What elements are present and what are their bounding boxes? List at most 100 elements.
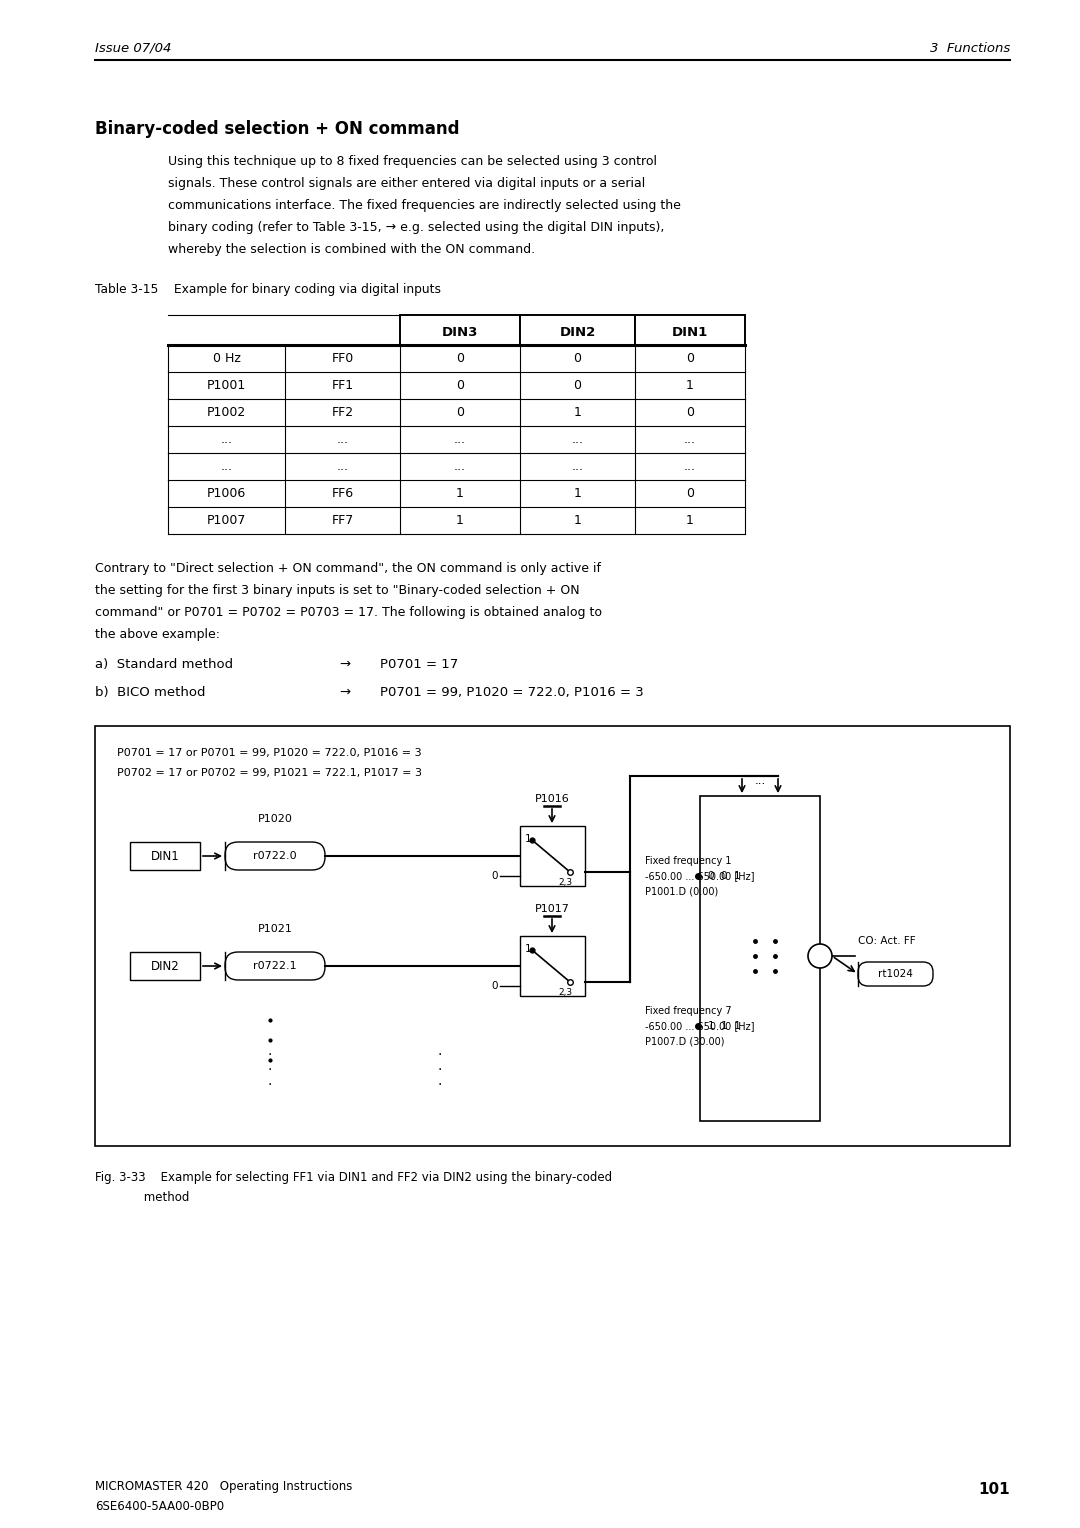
FancyBboxPatch shape <box>225 952 325 979</box>
Text: Table 3-15    Example for binary coding via digital inputs: Table 3-15 Example for binary coding via… <box>95 283 441 296</box>
Text: 1: 1 <box>525 944 531 953</box>
Text: r0722.1: r0722.1 <box>253 961 297 970</box>
Text: b)  BICO method: b) BICO method <box>95 686 205 698</box>
Text: FF1: FF1 <box>332 379 353 393</box>
Text: 0: 0 <box>573 351 581 365</box>
Text: ...: ... <box>454 432 465 446</box>
Text: rt1024: rt1024 <box>878 969 913 979</box>
Text: ...: ... <box>754 775 766 787</box>
Text: P1002: P1002 <box>207 406 246 419</box>
Text: ...: ... <box>337 432 349 446</box>
Text: .: . <box>268 1059 272 1073</box>
Text: P0701 = 17 or P0701 = 99, P1020 = 722.0, P1016 = 3: P0701 = 17 or P0701 = 99, P1020 = 722.0,… <box>117 749 421 758</box>
Text: 1: 1 <box>525 834 531 843</box>
Text: the above example:: the above example: <box>95 628 220 642</box>
Text: .: . <box>268 1044 272 1057</box>
Text: 0: 0 <box>686 351 694 365</box>
Text: 0: 0 <box>491 871 498 882</box>
Text: FF7: FF7 <box>332 513 353 527</box>
Text: 1: 1 <box>686 513 694 527</box>
Text: FF6: FF6 <box>332 487 353 500</box>
FancyBboxPatch shape <box>225 842 325 869</box>
Text: P1017: P1017 <box>535 905 569 914</box>
Text: P1006: P1006 <box>207 487 246 500</box>
Text: a)  Standard method: a) Standard method <box>95 659 233 671</box>
Text: Fig. 3-33    Example for selecting FF1 via DIN1 and FF2 via DIN2 using the binar: Fig. 3-33 Example for selecting FF1 via … <box>95 1170 612 1184</box>
Bar <box>519 827 585 886</box>
Bar <box>519 315 635 345</box>
Text: command" or P0701 = P0702 = P0703 = 17. The following is obtained analog to: command" or P0701 = P0702 = P0703 = 17. … <box>95 607 602 619</box>
Text: P0701 = 17: P0701 = 17 <box>380 659 458 671</box>
Text: Fixed frequency 7: Fixed frequency 7 <box>645 1005 731 1016</box>
Text: 1: 1 <box>573 406 581 419</box>
Text: DIN1: DIN1 <box>672 325 708 339</box>
Text: 1: 1 <box>456 487 464 500</box>
Text: method: method <box>95 1190 189 1204</box>
Text: .: . <box>437 1044 442 1057</box>
Text: the setting for the first 3 binary inputs is set to "Binary-coded selection + ON: the setting for the first 3 binary input… <box>95 584 580 597</box>
Text: 0 Hz: 0 Hz <box>213 351 241 365</box>
Bar <box>700 796 820 1122</box>
Text: 1: 1 <box>456 513 464 527</box>
Text: ...: ... <box>684 432 696 446</box>
Text: FF0: FF0 <box>332 351 353 365</box>
Text: ...: ... <box>337 460 349 474</box>
Text: 0: 0 <box>456 379 464 393</box>
Text: P1020: P1020 <box>257 814 293 824</box>
Text: CO: Act. FF: CO: Act. FF <box>858 937 916 946</box>
Text: Contrary to "Direct selection + ON command", the ON command is only active if: Contrary to "Direct selection + ON comma… <box>95 562 600 575</box>
Text: Fixed frequency 1: Fixed frequency 1 <box>645 856 731 866</box>
Text: -650.00 ... 650.00 [Hz]: -650.00 ... 650.00 [Hz] <box>645 871 755 882</box>
Text: 1: 1 <box>573 513 581 527</box>
Text: DIN1: DIN1 <box>150 850 179 862</box>
Text: 0: 0 <box>456 406 464 419</box>
Text: P0701 = 99, P1020 = 722.0, P1016 = 3: P0701 = 99, P1020 = 722.0, P1016 = 3 <box>380 686 644 698</box>
Text: 0: 0 <box>686 406 694 419</box>
Text: .: . <box>268 1074 272 1088</box>
Bar <box>635 315 745 345</box>
Text: ...: ... <box>220 432 232 446</box>
Text: Binary-coded selection + ON command: Binary-coded selection + ON command <box>95 121 459 138</box>
Text: P1016: P1016 <box>535 795 569 804</box>
Text: .: . <box>437 1074 442 1088</box>
Text: binary coding (refer to Table 3-15, → e.g. selected using the digital DIN inputs: binary coding (refer to Table 3-15, → e.… <box>168 222 664 234</box>
Text: P1001: P1001 <box>207 379 246 393</box>
Text: communications interface. The fixed frequencies are indirectly selected using th: communications interface. The fixed freq… <box>168 199 680 212</box>
Text: Issue 07/04: Issue 07/04 <box>95 41 172 55</box>
Text: P1007: P1007 <box>206 513 246 527</box>
Text: 0: 0 <box>573 379 581 393</box>
Text: 1  1  1: 1 1 1 <box>708 1021 741 1031</box>
Text: MICROMASTER 420   Operating Instructions: MICROMASTER 420 Operating Instructions <box>95 1481 352 1493</box>
Text: DIN2: DIN2 <box>150 960 179 972</box>
Text: →: → <box>339 659 351 671</box>
Text: ...: ... <box>571 460 583 474</box>
Text: ...: ... <box>454 460 465 474</box>
Text: P0702 = 17 or P0702 = 99, P1021 = 722.1, P1017 = 3: P0702 = 17 or P0702 = 99, P1021 = 722.1,… <box>117 769 422 778</box>
Text: ...: ... <box>684 460 696 474</box>
Bar <box>400 315 519 345</box>
Text: P1007.D (30.00): P1007.D (30.00) <box>645 1036 725 1047</box>
Text: whereby the selection is combined with the ON command.: whereby the selection is combined with t… <box>168 243 535 257</box>
Text: r0722.0: r0722.0 <box>253 851 297 860</box>
Text: 0: 0 <box>686 487 694 500</box>
Bar <box>130 842 200 869</box>
Text: 2,3: 2,3 <box>558 989 572 996</box>
Text: FF2: FF2 <box>332 406 353 419</box>
Text: ...: ... <box>220 460 232 474</box>
Text: 2,3: 2,3 <box>558 879 572 886</box>
Bar <box>95 726 1010 1146</box>
Text: signals. These control signals are either entered via digital inputs or a serial: signals. These control signals are eithe… <box>168 177 645 189</box>
Text: 1: 1 <box>573 487 581 500</box>
Text: 0: 0 <box>491 981 498 992</box>
Text: 0: 0 <box>456 351 464 365</box>
Text: ...: ... <box>571 432 583 446</box>
Text: 1: 1 <box>686 379 694 393</box>
FancyBboxPatch shape <box>858 963 933 986</box>
Text: 0  0  1: 0 0 1 <box>708 871 741 882</box>
Text: -650.00 ... 650.00 [Hz]: -650.00 ... 650.00 [Hz] <box>645 1021 755 1031</box>
Text: 3  Functions: 3 Functions <box>930 41 1010 55</box>
Text: P1021: P1021 <box>257 924 293 934</box>
Text: .: . <box>437 1059 442 1073</box>
Text: DIN2: DIN2 <box>559 325 596 339</box>
Bar <box>130 952 200 979</box>
